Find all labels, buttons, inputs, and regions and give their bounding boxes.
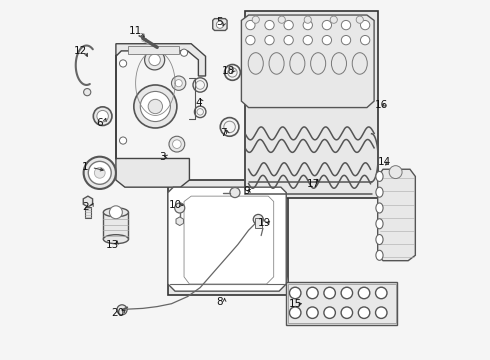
Circle shape [120,137,126,144]
Circle shape [303,21,313,30]
Circle shape [265,36,274,45]
Text: 17: 17 [307,179,320,189]
Circle shape [93,107,112,126]
Circle shape [358,307,370,319]
Circle shape [307,287,318,299]
Circle shape [324,287,335,299]
Circle shape [109,206,122,219]
Text: 4: 4 [195,98,202,108]
Text: 9: 9 [244,186,250,196]
Text: 5: 5 [217,17,223,27]
Circle shape [284,36,294,45]
Circle shape [324,307,335,319]
Ellipse shape [103,235,128,244]
Circle shape [175,203,185,213]
Text: 7: 7 [220,129,227,138]
Circle shape [307,307,318,319]
Circle shape [322,21,332,30]
Text: 2: 2 [82,202,89,212]
Ellipse shape [376,219,383,229]
Polygon shape [213,19,227,31]
Circle shape [342,21,351,30]
Polygon shape [378,169,416,261]
Bar [168,180,288,295]
Text: 6: 6 [97,118,103,128]
Ellipse shape [103,208,128,217]
Circle shape [245,21,255,30]
Bar [245,12,378,198]
Text: 11: 11 [129,26,142,36]
Circle shape [230,188,240,198]
Circle shape [290,307,301,319]
Polygon shape [176,217,183,226]
Circle shape [252,16,259,23]
Circle shape [117,305,127,315]
Text: 18: 18 [222,66,236,76]
Circle shape [140,91,171,122]
Circle shape [180,49,188,56]
Circle shape [304,16,311,23]
Polygon shape [242,15,374,108]
Bar [286,282,397,325]
Text: 10: 10 [169,200,182,210]
Circle shape [120,60,126,67]
Circle shape [84,157,116,189]
Circle shape [265,21,274,30]
Circle shape [389,166,402,179]
Polygon shape [116,44,205,187]
Bar [85,207,91,218]
Ellipse shape [376,187,383,197]
Ellipse shape [376,250,383,260]
Circle shape [284,21,294,30]
Circle shape [375,307,387,319]
Text: 15: 15 [289,299,302,309]
Circle shape [303,36,313,45]
Circle shape [322,36,332,45]
Circle shape [358,287,370,299]
Text: 19: 19 [258,218,271,228]
Circle shape [361,36,370,45]
Circle shape [97,111,108,122]
Bar [103,212,128,239]
Text: 12: 12 [74,46,87,56]
Circle shape [290,287,301,299]
Circle shape [278,16,285,23]
Text: 1: 1 [82,162,89,172]
Circle shape [88,161,111,184]
Circle shape [148,99,163,114]
Polygon shape [168,187,286,291]
Circle shape [175,80,182,87]
Ellipse shape [376,203,383,213]
Circle shape [330,16,337,23]
Circle shape [84,89,91,96]
Circle shape [95,167,105,178]
Circle shape [172,140,181,148]
Circle shape [253,215,263,225]
Text: 20: 20 [111,308,124,318]
Circle shape [134,85,177,128]
Circle shape [341,307,353,319]
Circle shape [341,287,353,299]
Circle shape [216,21,223,28]
Text: 8: 8 [217,297,223,307]
Circle shape [245,36,255,45]
Circle shape [169,136,185,152]
Polygon shape [83,196,93,207]
Circle shape [149,54,160,66]
Text: 16: 16 [375,100,388,110]
Text: 3: 3 [159,152,166,162]
Bar [128,45,179,54]
Circle shape [356,16,364,23]
Text: 14: 14 [378,157,392,167]
Ellipse shape [376,234,383,244]
Bar [288,284,395,323]
Bar [255,218,262,228]
Circle shape [172,76,186,90]
Circle shape [145,50,165,70]
Circle shape [361,21,370,30]
Circle shape [375,287,387,299]
Circle shape [342,36,351,45]
Ellipse shape [376,171,383,181]
Text: 13: 13 [106,239,119,249]
